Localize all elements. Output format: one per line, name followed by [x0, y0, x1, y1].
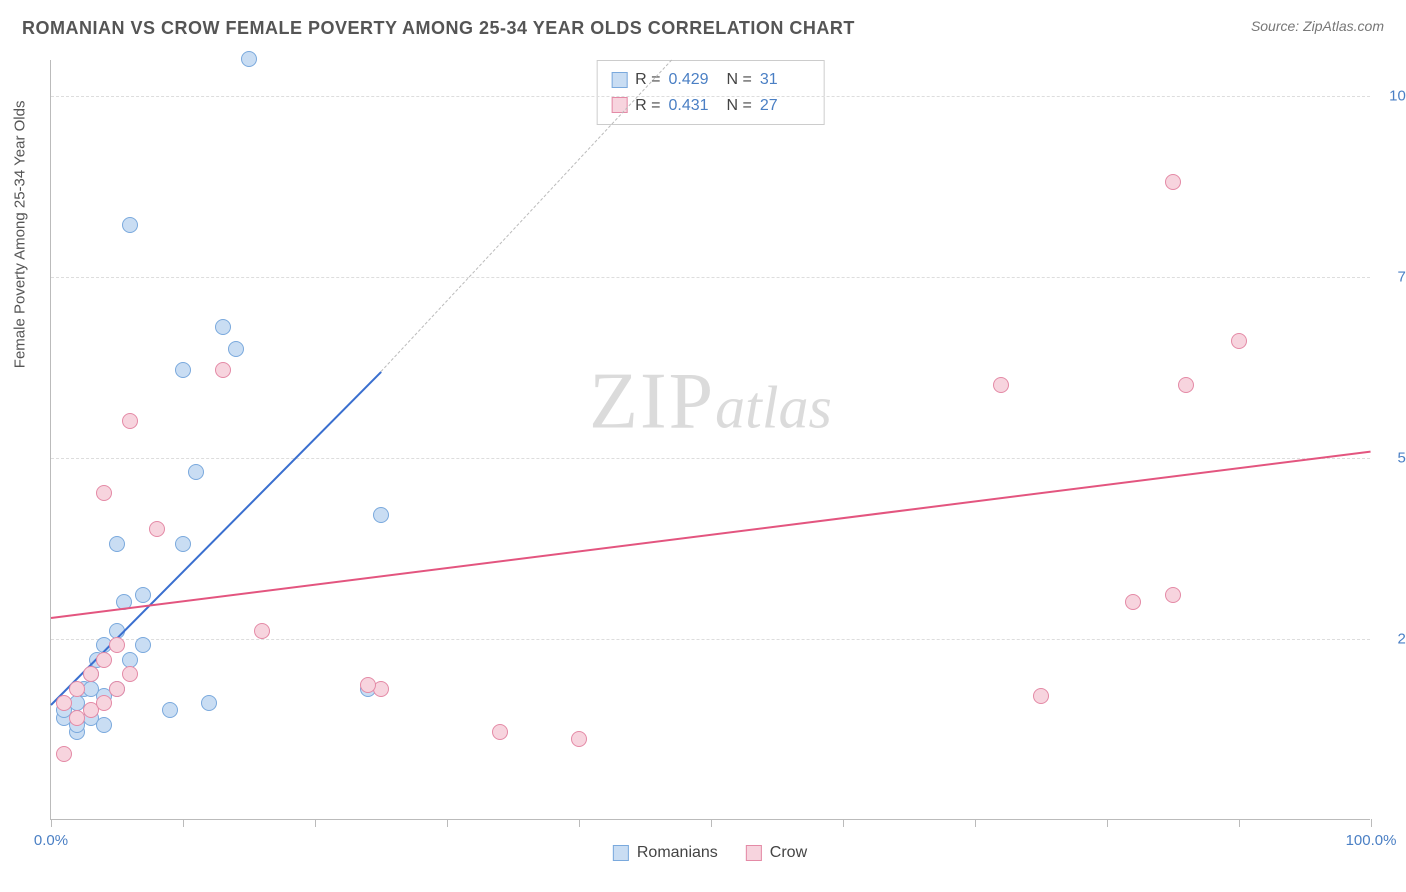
data-point [109, 681, 125, 697]
stats-row: R = 0.429 N = 31 [611, 67, 810, 93]
data-point [122, 666, 138, 682]
x-tick [975, 819, 976, 827]
data-point [241, 51, 257, 67]
gridline [51, 277, 1370, 278]
legend-label: Crow [770, 844, 807, 862]
legend-label: Romanians [637, 844, 718, 862]
x-tick [315, 819, 316, 827]
data-point [69, 681, 85, 697]
x-tick [51, 819, 52, 827]
r-label: R = [635, 67, 660, 93]
data-point [96, 485, 112, 501]
scatter-chart: Female Poverty Among 25-34 Year Olds ZIP… [50, 60, 1370, 820]
data-point [109, 637, 125, 653]
data-point [56, 746, 72, 762]
legend-item: Romanians [613, 844, 718, 862]
legend-swatch [613, 845, 629, 861]
data-point [993, 377, 1009, 393]
y-axis-label: Female Poverty Among 25-34 Year Olds [12, 101, 29, 369]
x-tick [579, 819, 580, 827]
data-point [1231, 333, 1247, 349]
data-point [122, 413, 138, 429]
y-tick-label: 25.0% [1397, 631, 1406, 648]
data-point [201, 695, 217, 711]
data-point [571, 731, 587, 747]
data-point [149, 521, 165, 537]
data-point [228, 341, 244, 357]
y-tick-label: 100.0% [1389, 88, 1406, 105]
trend-line-dashed [381, 60, 672, 372]
x-tick [843, 819, 844, 827]
data-point [175, 536, 191, 552]
n-value: 31 [760, 67, 810, 93]
gridline [51, 458, 1370, 459]
y-tick-label: 50.0% [1397, 450, 1406, 467]
data-point [83, 666, 99, 682]
gridline [51, 639, 1370, 640]
data-point [1165, 587, 1181, 603]
data-point [56, 695, 72, 711]
gridline [51, 96, 1370, 97]
watermark: ZIPatlas [589, 356, 832, 447]
legend-item: Crow [746, 844, 807, 862]
data-point [360, 677, 376, 693]
data-point [135, 587, 151, 603]
legend-swatch [746, 845, 762, 861]
x-tick [447, 819, 448, 827]
data-point [122, 217, 138, 233]
chart-header: ROMANIAN VS CROW FEMALE POVERTY AMONG 25… [0, 0, 1406, 49]
source-attribution: Source: ZipAtlas.com [1251, 18, 1384, 34]
r-value: 0.429 [669, 67, 719, 93]
x-tick [1107, 819, 1108, 827]
data-point [1165, 174, 1181, 190]
data-point [1125, 594, 1141, 610]
stats-legend-box: R =0.429N =31R =0.431N =27 [596, 60, 825, 125]
bottom-legend: Romanians Crow [613, 844, 807, 862]
x-tick [1239, 819, 1240, 827]
x-tick [1371, 819, 1372, 827]
data-point [373, 507, 389, 523]
x-tick-label: 100.0% [1346, 832, 1397, 849]
data-point [1178, 377, 1194, 393]
data-point [96, 695, 112, 711]
data-point [162, 702, 178, 718]
y-tick-label: 75.0% [1397, 269, 1406, 286]
legend-swatch [611, 72, 627, 88]
data-point [109, 536, 125, 552]
data-point [254, 623, 270, 639]
x-tick [711, 819, 712, 827]
data-point [215, 362, 231, 378]
data-point [96, 717, 112, 733]
data-point [1033, 688, 1049, 704]
chart-title: ROMANIAN VS CROW FEMALE POVERTY AMONG 25… [22, 18, 855, 39]
x-tick-label: 0.0% [34, 832, 68, 849]
data-point [135, 637, 151, 653]
n-label: N = [727, 67, 752, 93]
data-point [492, 724, 508, 740]
plot-area: ZIPatlas R =0.429N =31R =0.431N =27 25.0… [50, 60, 1370, 820]
data-point [188, 464, 204, 480]
data-point [215, 319, 231, 335]
x-tick [183, 819, 184, 827]
data-point [96, 652, 112, 668]
data-point [175, 362, 191, 378]
